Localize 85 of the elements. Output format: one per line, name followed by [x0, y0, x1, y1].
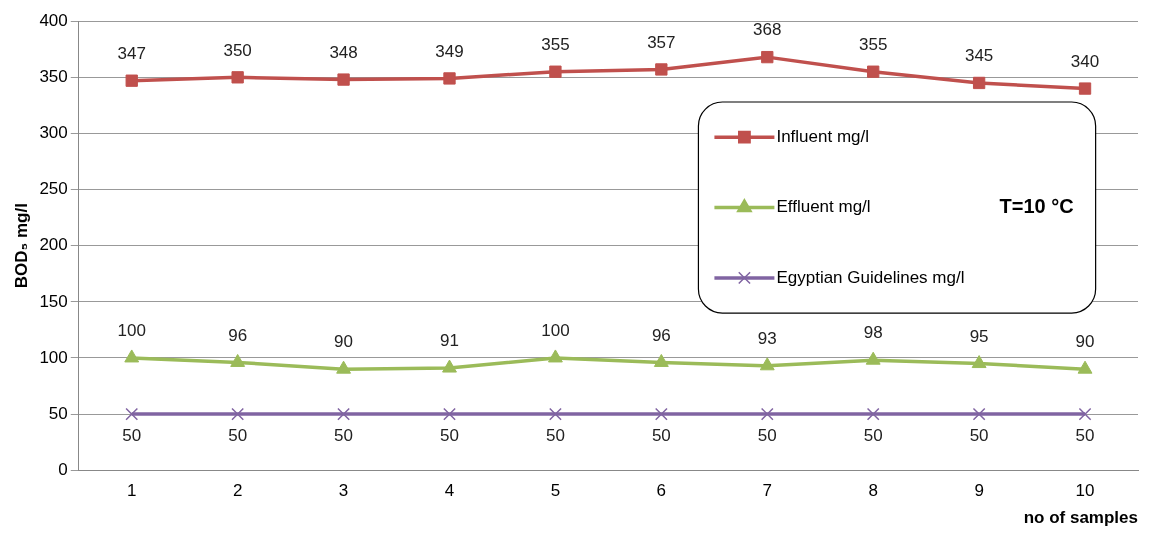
x-tick-label: 10	[1075, 481, 1095, 501]
x-tick-label: 1	[126, 481, 137, 501]
point	[124, 349, 140, 363]
y-tick-label: 50	[48, 403, 68, 423]
legend-label: Effluent mg/l	[776, 197, 871, 217]
data-label: 368	[753, 20, 782, 40]
data-label: 347	[117, 43, 146, 63]
data-label: 50	[545, 426, 565, 446]
x-tick-label: 3	[338, 481, 349, 501]
x-tick-label: 5	[550, 481, 561, 501]
y-tick-label: 250	[39, 179, 68, 199]
data-label: 95	[969, 326, 989, 346]
data-label: 50	[334, 426, 354, 446]
point	[655, 63, 668, 76]
y-tick-label: 400	[39, 10, 68, 30]
point	[653, 353, 669, 367]
point	[759, 357, 775, 371]
data-label: 91	[440, 331, 459, 351]
point	[443, 407, 456, 421]
x-tick-label: 8	[868, 481, 878, 501]
point	[125, 74, 138, 87]
legend-label: Influent mg/l	[776, 126, 870, 146]
x-tick-label: 2	[232, 481, 243, 501]
y-tick-label: 300	[39, 123, 68, 143]
point	[972, 76, 986, 90]
point	[760, 407, 774, 421]
point	[231, 407, 245, 421]
point	[549, 407, 562, 421]
data-label: 90	[1075, 332, 1095, 352]
x-tick-label: 9	[974, 481, 984, 501]
point	[867, 65, 880, 78]
point	[1077, 360, 1093, 374]
data-label: 50	[757, 426, 777, 446]
x-tick-label: 6	[656, 481, 667, 501]
point	[442, 359, 457, 373]
y-axis-title: BOD₅ mg/l	[11, 203, 31, 289]
y-tick-label: 0	[58, 459, 68, 479]
data-label: 357	[647, 32, 676, 52]
y-tick-label: 350	[39, 67, 68, 87]
point	[1078, 82, 1092, 95]
point	[547, 349, 563, 363]
data-label: 90	[334, 332, 354, 352]
data-label: 50	[863, 426, 883, 446]
point	[972, 407, 986, 421]
data-label: 50	[1075, 426, 1095, 446]
data-label: 96	[228, 325, 248, 345]
data-label: 50	[440, 426, 459, 446]
data-label: 355	[541, 34, 570, 54]
data-label: 345	[964, 46, 994, 66]
data-label: 50	[651, 426, 671, 446]
point	[337, 73, 350, 86]
point	[971, 355, 987, 369]
data-label: 340	[1070, 51, 1100, 71]
point	[337, 407, 350, 421]
data-label: 355	[859, 34, 888, 54]
point	[336, 360, 351, 374]
data-label: 96	[651, 325, 671, 345]
point	[761, 50, 774, 64]
data-label: 349	[435, 41, 464, 61]
x-axis-title: no of samples	[1023, 508, 1138, 528]
data-label: 93	[757, 328, 777, 348]
y-tick-label: 150	[39, 291, 68, 311]
data-label: 100	[541, 321, 570, 341]
data-label: 50	[969, 426, 989, 446]
point	[549, 65, 562, 78]
point	[231, 71, 244, 84]
x-tick-label: 4	[444, 481, 455, 501]
y-tick-label: 100	[39, 347, 68, 367]
point	[654, 407, 668, 421]
point	[1078, 407, 1092, 421]
legend-label: Egyptian Guidelines mg/l	[776, 267, 965, 287]
point	[125, 407, 139, 421]
data-label: 350	[223, 40, 252, 60]
data-label: 348	[329, 42, 358, 62]
point	[866, 407, 880, 421]
data-label: 98	[863, 323, 883, 343]
point	[443, 72, 456, 85]
point	[865, 351, 881, 365]
data-label: 50	[228, 426, 248, 446]
y-tick-label: 200	[39, 235, 68, 255]
annotation: T=10 °C	[999, 195, 1074, 218]
data-label: 100	[117, 321, 146, 341]
data-label: 50	[122, 426, 142, 446]
x-tick-label: 7	[762, 481, 772, 501]
point	[230, 353, 246, 367]
